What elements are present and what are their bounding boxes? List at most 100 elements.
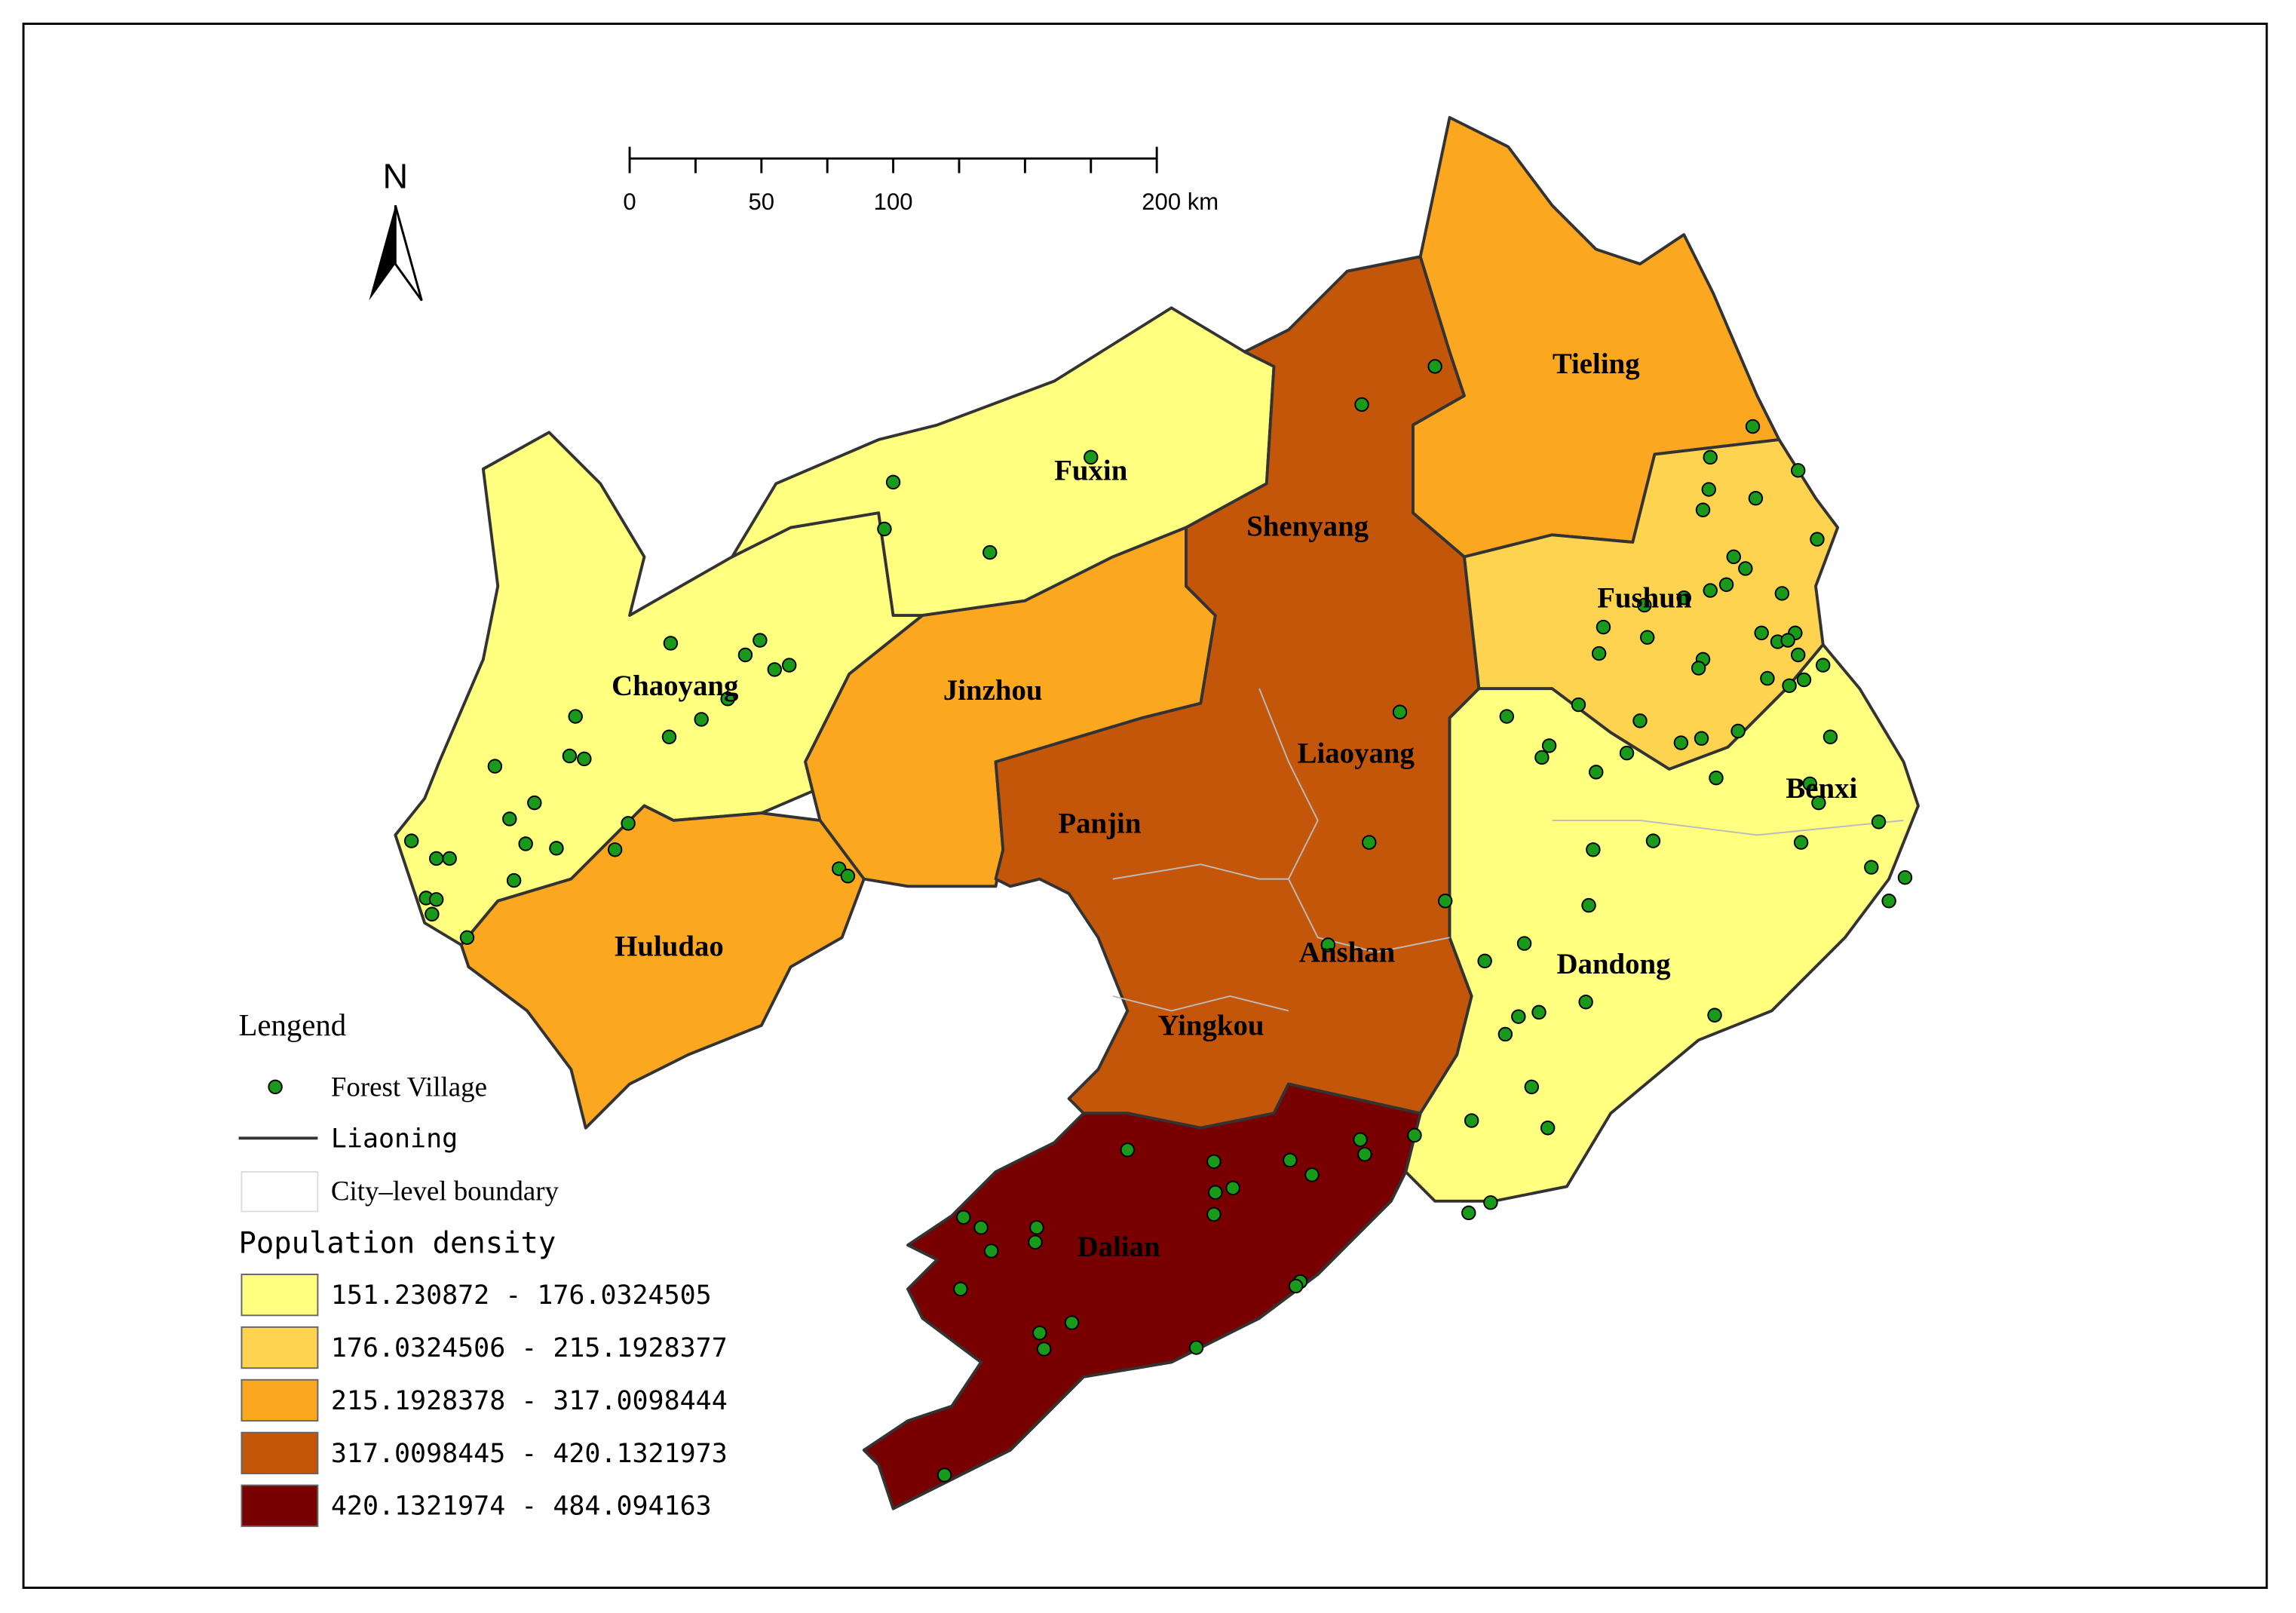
forest-village bbox=[953, 1281, 968, 1297]
forest-village bbox=[1084, 449, 1099, 465]
forest-village bbox=[1637, 597, 1652, 613]
forest-village bbox=[1864, 860, 1879, 875]
forest-village bbox=[506, 872, 522, 888]
forest-village bbox=[1774, 586, 1790, 601]
forest-village bbox=[1541, 738, 1557, 753]
forest-village bbox=[549, 841, 564, 856]
forest-village bbox=[568, 709, 583, 724]
city-label: Dalian bbox=[1077, 1231, 1160, 1263]
forest-village bbox=[1120, 1142, 1136, 1158]
forest-village bbox=[1534, 750, 1550, 765]
city-label: Chaoyang bbox=[612, 670, 739, 702]
forest-village bbox=[1483, 1195, 1498, 1210]
city-label: Tieling bbox=[1553, 348, 1640, 380]
forest-village bbox=[1673, 735, 1689, 750]
legend-class-label: 176.0324506 - 215.1928377 bbox=[331, 1333, 728, 1363]
north-arrow bbox=[369, 205, 396, 301]
forest-village bbox=[984, 1243, 999, 1259]
forest-village bbox=[782, 658, 797, 673]
forest-village bbox=[607, 842, 623, 857]
forest-village bbox=[1754, 625, 1769, 641]
forest-village bbox=[1438, 894, 1453, 909]
legend-class-label: 420.1321974 - 484.094163 bbox=[331, 1492, 712, 1522]
forest-village bbox=[1691, 661, 1706, 676]
forest-village bbox=[737, 647, 753, 663]
forest-village bbox=[1353, 1132, 1368, 1148]
forest-village bbox=[1581, 897, 1596, 913]
forest-village bbox=[1745, 419, 1761, 434]
forest-village bbox=[1464, 1113, 1479, 1128]
forest-village bbox=[1897, 869, 1913, 885]
forest-village bbox=[1578, 995, 1593, 1010]
forest-village bbox=[1392, 704, 1408, 719]
forest-village bbox=[720, 692, 735, 707]
forest-village bbox=[502, 811, 517, 826]
legend-swatch bbox=[241, 1326, 319, 1369]
forest-village bbox=[1407, 1127, 1422, 1143]
forest-village bbox=[1304, 1167, 1320, 1182]
forest-village bbox=[442, 851, 457, 866]
forest-village bbox=[1029, 1220, 1044, 1235]
region-chaoyang bbox=[394, 431, 924, 946]
forest-village bbox=[936, 1467, 952, 1483]
forest-village bbox=[1188, 1340, 1204, 1355]
forest-village bbox=[1036, 1342, 1052, 1357]
forest-village bbox=[1782, 678, 1797, 693]
forest-village bbox=[1497, 1026, 1513, 1042]
forest-village bbox=[425, 906, 440, 921]
forest-village bbox=[1225, 1180, 1240, 1196]
city-label: Fuxin bbox=[1054, 455, 1127, 487]
scale-label: 50 bbox=[749, 189, 775, 215]
forest-village bbox=[1881, 894, 1896, 909]
forest-village bbox=[1701, 482, 1716, 497]
legend-class-label: 151.230872 - 176.0324505 bbox=[331, 1280, 712, 1311]
legend-swatch bbox=[241, 1431, 319, 1475]
city-label: Benxi bbox=[1786, 772, 1857, 805]
forest-village bbox=[1589, 765, 1604, 780]
forest-village bbox=[1703, 583, 1718, 598]
forest-village bbox=[1320, 937, 1336, 952]
forest-village bbox=[877, 521, 892, 537]
region-dalian bbox=[862, 1082, 1422, 1510]
legend-class-label: 317.0098445 - 420.1321973 bbox=[331, 1439, 728, 1469]
city-labels: Tieling Fuxin Shenyang Fushun Chaoyang Jinzho… bbox=[612, 348, 1857, 1263]
regions bbox=[394, 115, 1920, 1510]
legend-swatch bbox=[241, 1378, 319, 1422]
forest-village bbox=[1738, 561, 1753, 576]
forest-village bbox=[1208, 1185, 1223, 1200]
north-label: N bbox=[383, 157, 409, 196]
forest-village bbox=[1780, 633, 1795, 648]
forest-village bbox=[621, 816, 636, 831]
forest-village bbox=[1571, 697, 1586, 713]
forest-village bbox=[1362, 835, 1377, 850]
forest-village bbox=[1703, 449, 1718, 465]
forest-village bbox=[1206, 1154, 1222, 1170]
forest-village bbox=[1793, 835, 1809, 850]
forest-village bbox=[403, 833, 419, 848]
forest-village bbox=[1709, 770, 1724, 786]
forest-village bbox=[1461, 1205, 1476, 1221]
legend-class-label: 215.1928378 - 317.0098444 bbox=[331, 1386, 728, 1416]
scale-bar bbox=[628, 146, 1158, 173]
city-label: Shenyang bbox=[1246, 510, 1369, 542]
legend-subtitle: Population density bbox=[239, 1227, 556, 1261]
forest-village bbox=[1619, 745, 1635, 761]
legend-box bbox=[241, 1171, 319, 1213]
forest-village bbox=[1586, 842, 1601, 857]
forest-village bbox=[1760, 670, 1775, 686]
forest-village bbox=[1477, 953, 1492, 969]
region-huludao bbox=[459, 804, 866, 1130]
forest-village bbox=[1499, 709, 1514, 724]
city-label: Jinzhou bbox=[943, 674, 1043, 707]
forest-village bbox=[1283, 1152, 1298, 1168]
forest-village bbox=[1791, 463, 1806, 478]
internal-boundaries bbox=[1112, 688, 1904, 1012]
legend-item: City–level boundary bbox=[331, 1176, 559, 1207]
forest-village bbox=[885, 474, 901, 490]
forest-village bbox=[694, 712, 709, 727]
city-label: Anshan bbox=[1299, 937, 1395, 969]
forest-village bbox=[956, 1210, 971, 1225]
forest-village bbox=[428, 892, 444, 907]
forest-village bbox=[1718, 577, 1734, 593]
